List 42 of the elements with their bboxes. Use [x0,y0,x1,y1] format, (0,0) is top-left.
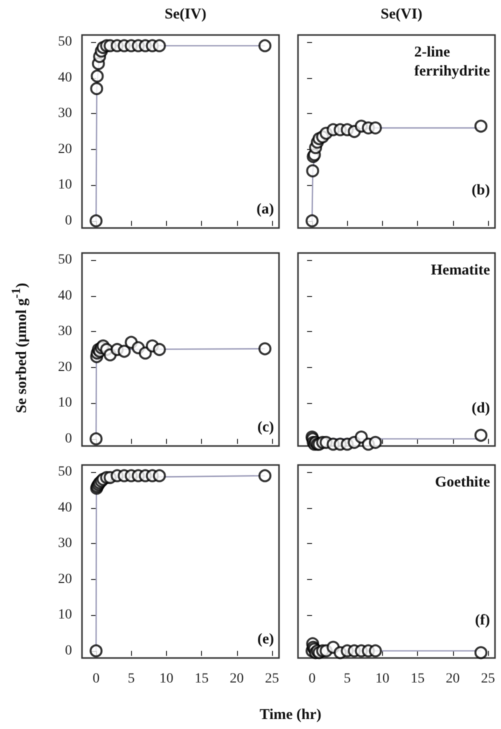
y-tick-label: 0 [65,431,72,446]
annotation: (e) [257,632,274,648]
y-tick-label: 50 [58,252,72,268]
annotation: Hematite [430,262,490,278]
y-tick-label: 20 [58,360,72,375]
x-tick-label: 0 [92,672,100,686]
y-tick-label: 0 [65,213,72,228]
y-tick-label: 20 [58,142,72,157]
x-tick-label: 15 [410,672,425,686]
annotation: (c) [257,420,274,436]
annotation: (a) [256,202,274,218]
y-tick-label: 50 [58,34,72,50]
y-tick-label: 50 [58,464,72,480]
annotation: 2-line ferrihydrite [414,44,490,80]
y-tick-label: 10 [58,178,72,193]
x-tick-label: 25 [480,672,495,686]
chart-title: Se(IV) [164,6,206,22]
x-axis-title: Time (hr) [258,707,322,724]
y-tick-label: 30 [58,106,72,122]
y-tick-label: 40 [58,70,72,86]
annotation: Goethite [435,474,490,490]
x-tick-label: 10 [159,672,174,686]
annotation: (b) [472,182,490,198]
x-tick-label: 25 [264,672,279,686]
x-tick-label: 15 [194,672,209,686]
x-tick-label: 5 [128,672,135,686]
x-tick-label: 5 [344,672,351,686]
y-tick-label: 40 [58,500,72,516]
y-tick-label: 0 [65,643,72,658]
y-tick-label: 30 [58,536,72,552]
y-tick-label: 30 [58,324,72,340]
y-tick-label: 40 [58,288,72,304]
x-tick-label: 20 [446,672,460,686]
y-tick-label: 10 [58,396,72,411]
annotation: (f) [475,612,490,628]
x-tick-label: 0 [308,672,316,686]
y-tick-label: 10 [58,608,72,623]
y-tick-label: 20 [58,572,72,587]
annotation: (d) [472,400,490,416]
x-tick-label: 20 [230,672,244,686]
x-tick-label: 10 [375,672,390,686]
chart-title: Se(VI) [380,6,422,22]
